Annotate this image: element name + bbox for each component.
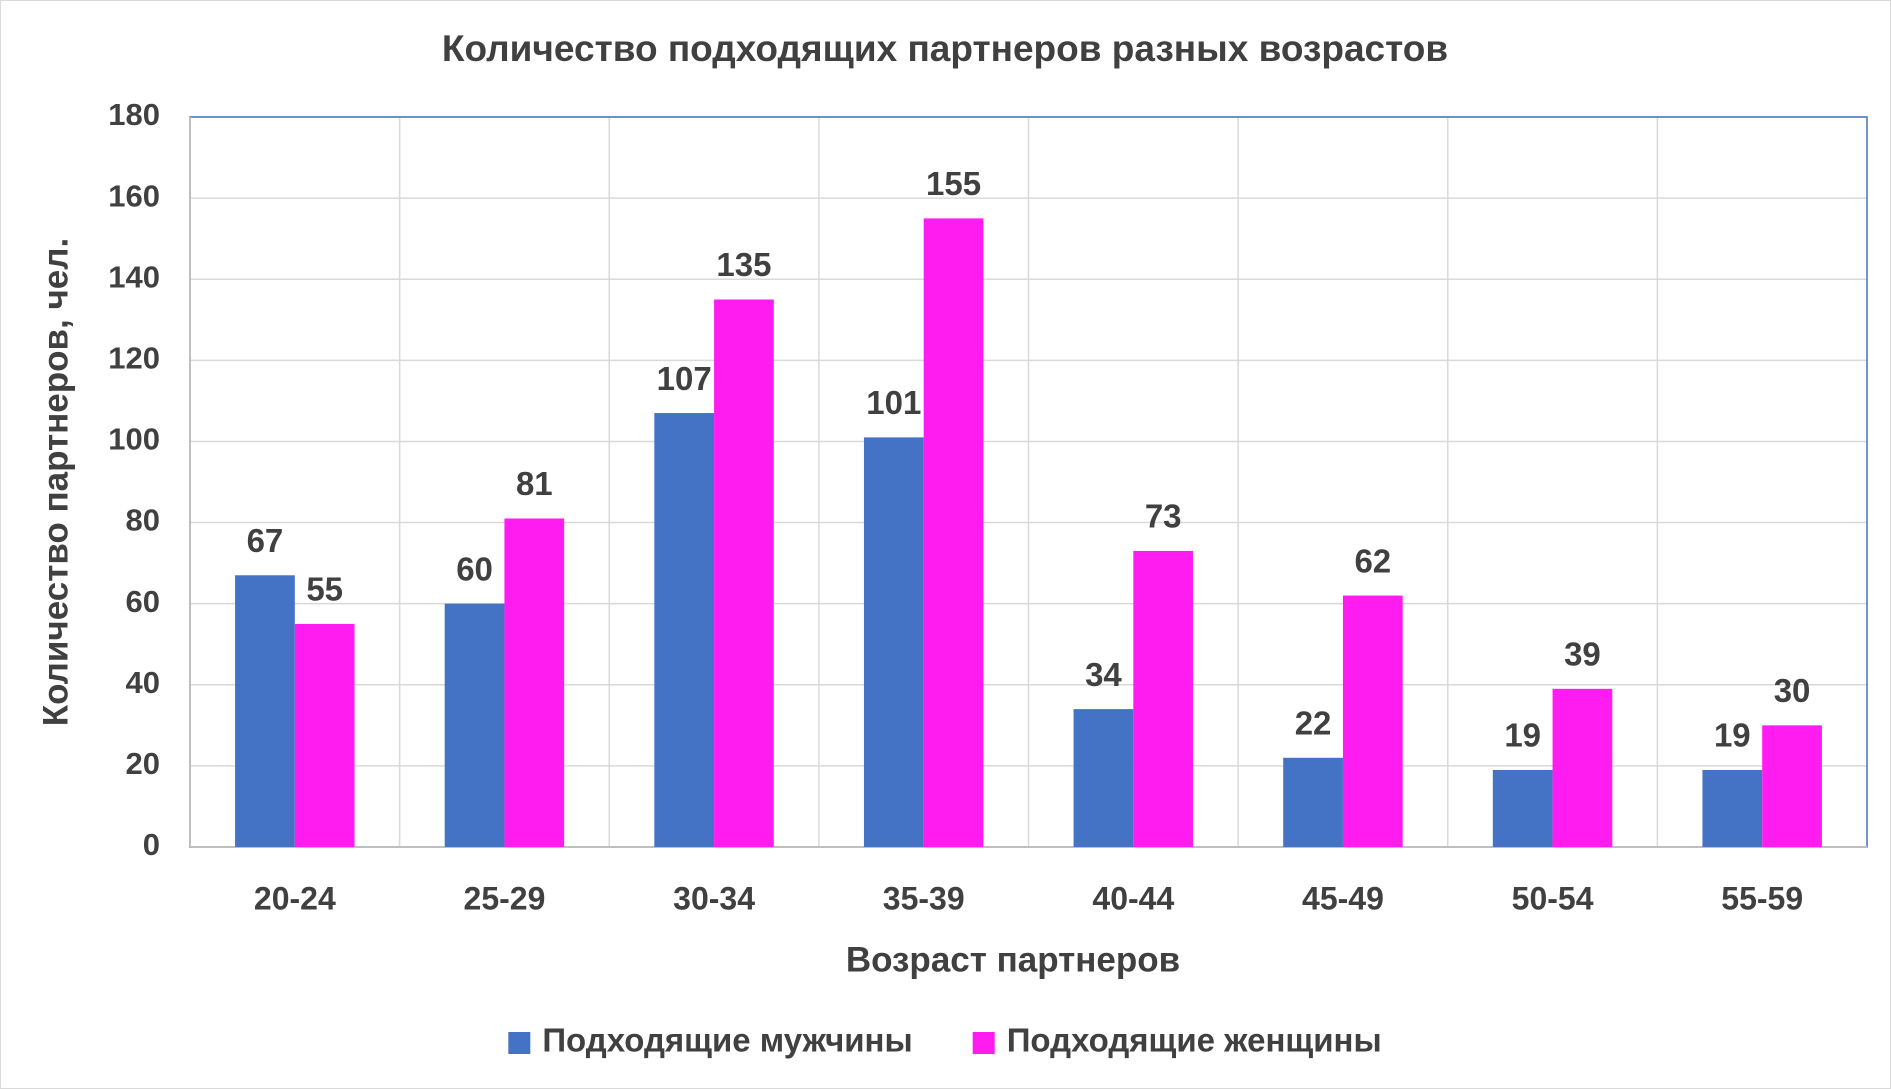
- legend-label: Подходящие женщины: [1007, 1022, 1382, 1059]
- x-tick-label: 50-54: [1512, 880, 1594, 916]
- x-tick-label: 25-29: [464, 880, 546, 916]
- y-tick-label: 140: [108, 259, 160, 294]
- bar: [1762, 725, 1822, 847]
- data-label: 107: [657, 360, 712, 397]
- data-label: 135: [716, 246, 771, 283]
- bar: [863, 437, 924, 847]
- bar: [923, 218, 984, 847]
- y-tick-label: 100: [108, 422, 160, 457]
- bar: [1492, 769, 1553, 847]
- data-label: 67: [247, 522, 284, 559]
- chart-title: Количество подходящих партнеров разных в…: [442, 28, 1448, 69]
- bar: [504, 518, 565, 847]
- legend-label: Подходящие мужчины: [542, 1022, 912, 1059]
- bar: [1283, 757, 1343, 847]
- bar: [654, 413, 715, 847]
- data-label: 39: [1564, 636, 1601, 673]
- y-tick-label: 60: [126, 584, 160, 619]
- bar: [444, 603, 505, 847]
- x-tick-label: 30-34: [673, 880, 755, 916]
- x-tick-label: 55-59: [1721, 880, 1803, 916]
- bar: [294, 623, 355, 847]
- x-axis-title: Возраст партнеров: [846, 940, 1180, 979]
- y-tick-label: 120: [108, 341, 160, 376]
- y-tick-label: 20: [126, 746, 160, 781]
- data-label: 34: [1085, 656, 1122, 693]
- data-label: 22: [1295, 704, 1332, 741]
- bar: [714, 299, 774, 847]
- y-tick-label: 160: [108, 178, 160, 213]
- data-label: 73: [1145, 498, 1182, 535]
- bar: [1552, 688, 1613, 847]
- legend-swatch: [508, 1032, 531, 1054]
- x-tick-label: 40-44: [1092, 880, 1174, 916]
- bar: [1702, 769, 1763, 847]
- x-tick-label: 35-39: [883, 880, 965, 916]
- y-axis-title: Количество партнеров, чел.: [36, 238, 75, 726]
- bar: [1073, 709, 1134, 847]
- data-label: 101: [866, 384, 921, 421]
- data-label: 155: [926, 165, 981, 202]
- bar: [1342, 595, 1403, 847]
- data-label: 62: [1354, 542, 1391, 579]
- x-tick-label: 20-24: [254, 880, 336, 916]
- bar: [235, 575, 295, 847]
- legend-swatch: [972, 1032, 995, 1054]
- data-label: 30: [1774, 672, 1811, 709]
- data-label: 19: [1504, 717, 1541, 754]
- y-tick-label: 80: [126, 503, 160, 538]
- y-tick-label: 180: [108, 97, 160, 132]
- bar: [1133, 550, 1194, 847]
- data-label: 60: [456, 550, 493, 587]
- y-tick-label: 0: [143, 827, 160, 862]
- data-label: 19: [1714, 717, 1751, 754]
- data-label: 55: [306, 571, 343, 608]
- y-tick-label: 40: [126, 665, 160, 700]
- data-label: 81: [516, 465, 553, 502]
- x-tick-label: 45-49: [1302, 880, 1384, 916]
